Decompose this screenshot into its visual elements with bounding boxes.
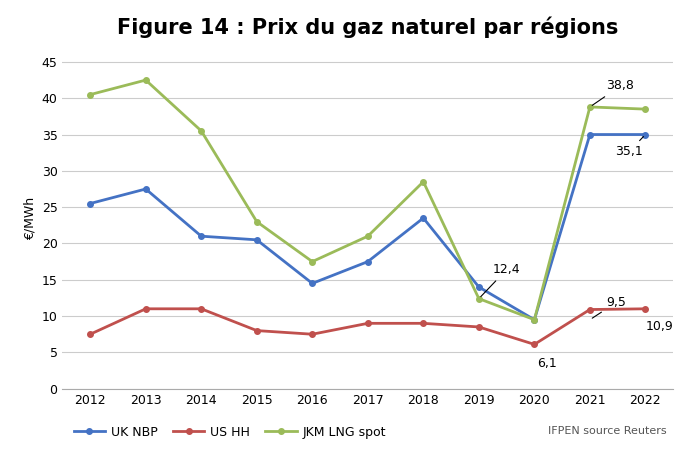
Line: JKM LNG spot: JKM LNG spot xyxy=(87,77,648,322)
JKM LNG spot xyxy=(197,128,205,134)
Text: 38,8: 38,8 xyxy=(592,80,634,105)
JKM LNG spot xyxy=(86,92,94,98)
US HH xyxy=(364,320,372,326)
JKM LNG spot xyxy=(641,106,650,112)
Text: 6,1: 6,1 xyxy=(537,357,557,371)
US HH xyxy=(142,306,150,311)
UK NBP xyxy=(530,317,539,322)
Line: UK NBP: UK NBP xyxy=(87,132,648,322)
UK NBP xyxy=(586,132,594,137)
Text: 10,9: 10,9 xyxy=(645,319,673,333)
US HH xyxy=(86,331,94,337)
US HH xyxy=(530,342,539,347)
Title: Figure 14 : Prix du gaz naturel par régions: Figure 14 : Prix du gaz naturel par régi… xyxy=(117,16,618,37)
JKM LNG spot xyxy=(364,233,372,239)
US HH xyxy=(253,328,261,333)
Text: IFPEN source Reuters: IFPEN source Reuters xyxy=(548,427,667,437)
US HH xyxy=(197,306,205,311)
JKM LNG spot xyxy=(142,77,150,83)
Text: 12,4: 12,4 xyxy=(481,263,520,297)
UK NBP xyxy=(86,201,94,206)
Text: 35,1: 35,1 xyxy=(615,137,643,158)
UK NBP xyxy=(308,281,316,286)
US HH xyxy=(475,324,483,330)
UK NBP xyxy=(364,259,372,264)
US HH xyxy=(308,331,316,337)
JKM LNG spot xyxy=(530,317,539,322)
Y-axis label: €/MWh: €/MWh xyxy=(23,197,36,239)
UK NBP xyxy=(142,186,150,192)
Legend: UK NBP, US HH, JKM LNG spot: UK NBP, US HH, JKM LNG spot xyxy=(69,421,391,444)
Line: US HH: US HH xyxy=(87,306,648,347)
US HH xyxy=(586,307,594,312)
UK NBP xyxy=(475,284,483,290)
UK NBP xyxy=(253,237,261,243)
UK NBP xyxy=(641,132,650,137)
US HH xyxy=(419,320,428,326)
JKM LNG spot xyxy=(419,179,428,184)
JKM LNG spot xyxy=(308,259,316,264)
US HH xyxy=(641,306,650,311)
JKM LNG spot xyxy=(253,219,261,225)
JKM LNG spot xyxy=(586,104,594,110)
JKM LNG spot xyxy=(475,296,483,301)
UK NBP xyxy=(419,215,428,221)
Text: 9,5: 9,5 xyxy=(592,296,627,318)
UK NBP xyxy=(197,233,205,239)
